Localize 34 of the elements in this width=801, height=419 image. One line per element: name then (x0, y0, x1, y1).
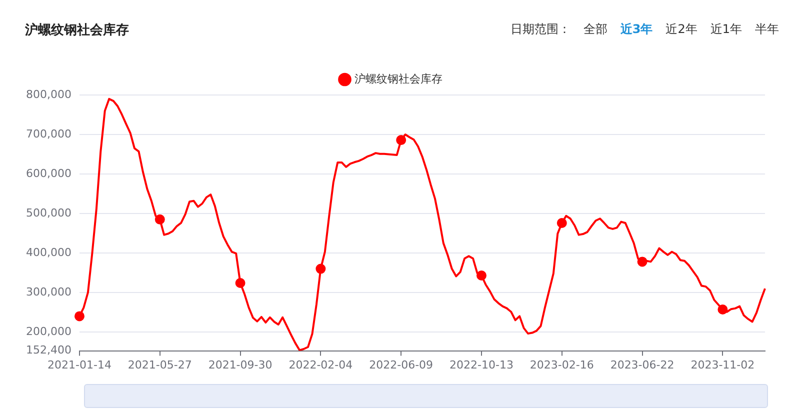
y-tick-label: 300,000 (26, 285, 72, 298)
text: 近1年 (710, 21, 742, 38)
point (316, 264, 326, 274)
text: 近3年 (620, 21, 653, 38)
y-tick-label: 800,000 (26, 88, 72, 101)
y-tick-label: 152,400 (26, 344, 72, 357)
legend-label: 沪螺纹钢社会库存 (354, 72, 442, 86)
point (74, 311, 84, 322)
x-tick-label: 2021-09-30 (208, 358, 272, 372)
y-tick-label: 600,000 (26, 166, 72, 180)
y-tick-label: 400,000 (26, 246, 72, 259)
text: 全部 (583, 21, 608, 38)
text: 日期范围： (510, 21, 570, 38)
point (396, 135, 406, 146)
chart-title: 沪螺纹钢社会库存 (25, 22, 129, 39)
x-tick-label: 2022-10-13 (450, 358, 514, 372)
x-tick-label: 2022-06-09 (369, 358, 434, 372)
point (476, 270, 486, 281)
point (556, 218, 567, 228)
x-tick-label: 2021-05-27 (128, 358, 192, 372)
point (637, 256, 648, 267)
point (154, 214, 165, 224)
text: 近2年 (666, 21, 698, 38)
x-tick-label: 2021-01-14 (48, 358, 112, 372)
x-tick-label: 2023-11-02 (690, 358, 755, 372)
y-tick-label: 700,000 (26, 127, 72, 140)
y-tick-label: 200,000 (26, 324, 72, 338)
x-tick-label: 2022-02-04 (288, 358, 353, 372)
point (235, 278, 246, 288)
point (718, 304, 728, 314)
x-tick-label: 2023-02-16 (530, 358, 594, 372)
y-tick-label: 500,000 (26, 206, 72, 220)
x-tick-label: 2023-06-22 (610, 358, 674, 372)
text: 半年 (755, 21, 779, 38)
